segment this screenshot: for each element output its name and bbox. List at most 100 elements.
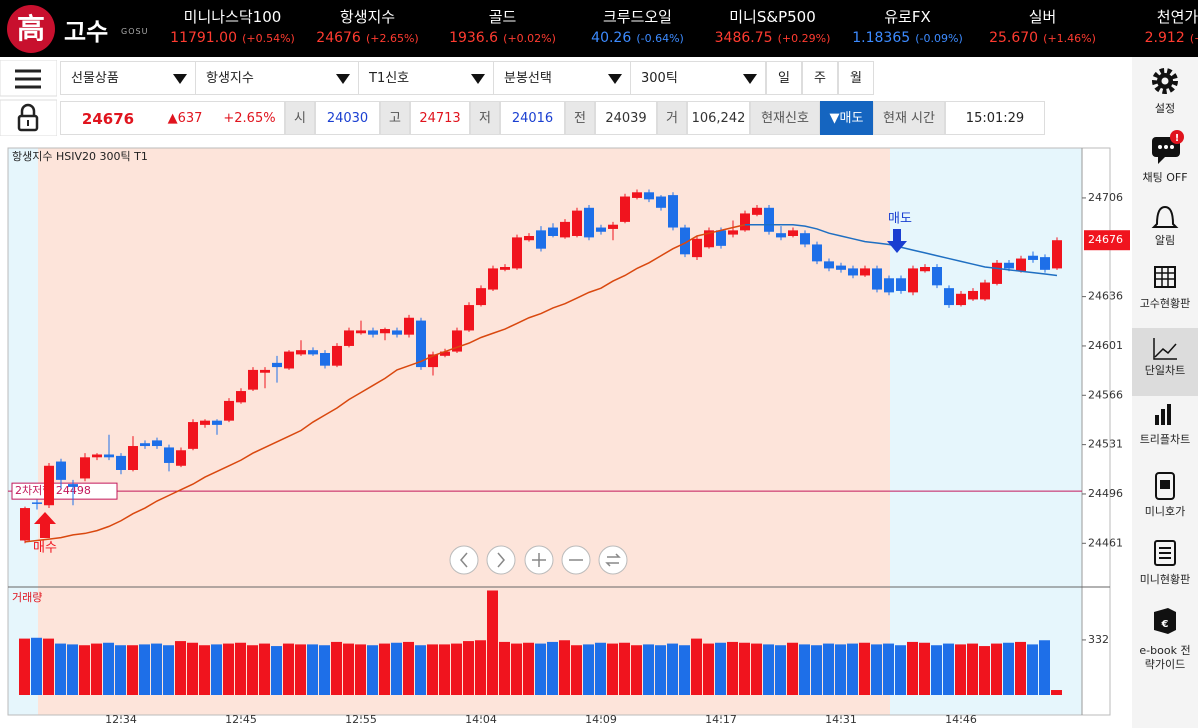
volume-bar — [871, 644, 882, 695]
sidebar-item[interactable]: 채팅 OFF — [1142, 171, 1188, 184]
ticker: 크루드오일 40.26 (-0.64%) — [570, 6, 705, 46]
volume-bar — [175, 641, 186, 695]
volume-bar — [403, 641, 414, 695]
candle-body — [740, 213, 750, 231]
sidebar-item[interactable]: 트리플차트 — [1139, 433, 1191, 446]
nav-icon — [532, 553, 546, 567]
ticker-price: 25.670 — [989, 30, 1039, 46]
volume-bar — [463, 641, 474, 695]
sidebar-item[interactable]: 고수현황판 — [1139, 297, 1191, 310]
x-tick-label: 12:55 — [345, 713, 377, 726]
x-tick-label: 14:09 — [585, 713, 617, 726]
candle-body — [968, 290, 978, 300]
candle-body — [80, 457, 90, 479]
candle-body — [548, 227, 558, 236]
select-box[interactable]: 분봉선택 — [493, 61, 631, 95]
candle-body — [380, 329, 390, 334]
nav-button[interactable] — [449, 545, 479, 575]
volume-bar — [343, 643, 354, 695]
select-box[interactable]: 항생지수 — [195, 61, 359, 95]
sidebar-item[interactable]: 미니호가 — [1144, 505, 1186, 518]
sidebar: ! € 설정 채팅 OFF 알림 고수현황판 단일차트 트리플차트 미니호가 미… — [1132, 57, 1198, 728]
volume-bar — [799, 644, 810, 695]
volume-bar — [595, 642, 606, 695]
y-tick-label: 24496 — [1088, 487, 1123, 500]
sidebar-item[interactable]: 미니현황판 — [1139, 573, 1191, 586]
ticker-name: 크루드오일 — [602, 8, 672, 26]
quote-price: 24676 — [60, 101, 155, 135]
volume-bar — [271, 646, 282, 695]
candle-body — [908, 268, 918, 293]
nav-button[interactable] — [598, 545, 628, 575]
ticker-price: 3486.75 — [714, 30, 773, 46]
candle-body — [656, 196, 666, 208]
candle-body — [896, 278, 906, 291]
volume-bar — [31, 637, 42, 695]
candle-body — [308, 350, 318, 355]
candle-body — [92, 454, 102, 458]
volume-bar — [223, 643, 234, 695]
candle-body — [236, 391, 246, 403]
candle-body — [860, 268, 870, 276]
sidebar-item[interactable]: e-book 전략가이드 — [1139, 644, 1191, 671]
candle-body — [188, 422, 198, 449]
sidebar-item[interactable]: 설정 — [1154, 102, 1176, 115]
volume-bar — [991, 643, 1002, 695]
candle-body — [416, 320, 426, 368]
ticker-change: (+0.29%) — [777, 32, 831, 45]
volume-bar — [931, 645, 942, 695]
volume-bar — [943, 643, 954, 695]
candle-body — [488, 268, 498, 290]
candle-body — [368, 330, 378, 335]
sidebar-item[interactable]: 알림 — [1154, 234, 1176, 247]
left-tools — [0, 60, 57, 136]
ticker-price: 1936.6 — [449, 30, 499, 46]
volume-bar — [199, 645, 210, 695]
select-box[interactable]: T1신호 — [358, 61, 494, 95]
period-button[interactable]: 주 — [802, 61, 838, 95]
volume-bar — [235, 642, 246, 695]
time-value: 15:01:29 — [945, 101, 1045, 135]
nav-icon — [605, 553, 621, 567]
svg-text:€: € — [1161, 619, 1169, 630]
select-box[interactable]: 선물상품 — [60, 61, 196, 95]
sidebar-item[interactable]: 단일차트 — [1144, 364, 1186, 377]
chart-background — [8, 148, 1082, 715]
period-button[interactable]: 월 — [838, 61, 874, 95]
candle-body — [248, 369, 258, 390]
period-button[interactable]: 일 — [766, 61, 802, 95]
volume-bar — [751, 643, 762, 695]
candle-body — [668, 195, 678, 228]
logo-text: 고수 — [64, 18, 109, 46]
candle-body — [1052, 240, 1062, 269]
volume-bar — [919, 642, 930, 695]
quote-field-label: 전 — [565, 101, 595, 135]
candle-body — [812, 244, 822, 262]
candle-body — [716, 230, 726, 246]
select-box[interactable]: 300틱 — [630, 61, 766, 95]
volume-bar — [511, 643, 522, 695]
candle-body — [512, 237, 522, 269]
ticker-name: 미니S&P500 — [729, 8, 816, 26]
sidebar-icons: ! € — [1132, 68, 1198, 634]
ticker-change: (-0.64%) — [636, 32, 684, 45]
candle-body — [992, 262, 1002, 284]
candle-body — [836, 265, 846, 270]
candle-body — [476, 288, 486, 306]
volume-bar — [955, 644, 966, 695]
ticker-change: (+0.54%) — [242, 32, 295, 45]
quote-field-value: 24030 — [315, 101, 380, 135]
quote-field-value: 24016 — [500, 101, 565, 135]
session-zone — [38, 148, 890, 715]
nav-button[interactable] — [486, 545, 516, 575]
volume-bar — [703, 643, 714, 695]
dropdown-arrow — [608, 74, 622, 84]
candle-body — [260, 369, 270, 373]
volume-bar — [967, 643, 978, 695]
quote-field-label: 저 — [470, 101, 500, 135]
ticker-name: 실버 — [1028, 8, 1057, 26]
candle-body — [104, 454, 114, 458]
dropdown-arrow — [336, 74, 350, 84]
candle-body — [272, 362, 282, 368]
candle-body — [584, 207, 594, 238]
